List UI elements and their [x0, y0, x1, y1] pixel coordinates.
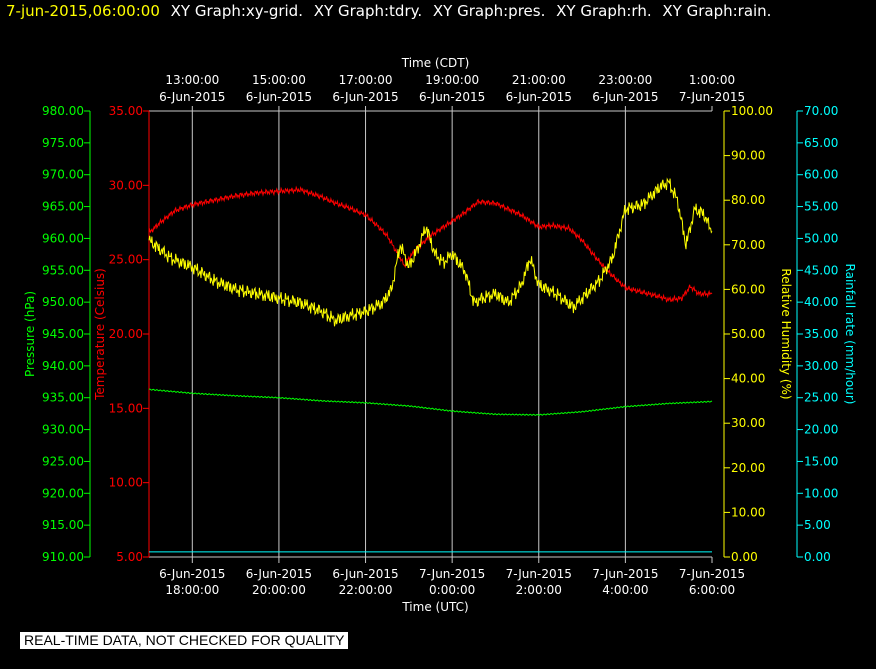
x-tick-utc-date-6: 7-Jun-2015: [679, 567, 745, 581]
pressure-tick-label-7: 945.00: [42, 327, 84, 341]
temperature-tick-label-5: 30.00: [109, 178, 143, 192]
humidity-tick-label-10: 100.00: [731, 104, 773, 118]
graph-label-rh: XY Graph:rh.: [556, 2, 652, 20]
pressure-tick-label-3: 925.00: [42, 454, 84, 468]
x-tick-utc-time-5: 4:00:00: [602, 583, 648, 597]
humidity-tick-label-6: 60.00: [731, 282, 765, 296]
rain-tick-label-0: 0.00: [804, 550, 831, 564]
humidity-tick-label-5: 50.00: [731, 327, 765, 341]
x-tick-cdt-time-3: 19:00:00: [425, 73, 479, 87]
x-tick-utc-date-5: 7-Jun-2015: [592, 567, 658, 581]
graph-label-rain: XY Graph:rain.: [662, 2, 772, 20]
x-tick-utc-time-4: 2:00:00: [516, 583, 562, 597]
pressure-tick-label-10: 960.00: [42, 231, 84, 245]
humidity-tick-label-8: 80.00: [731, 193, 765, 207]
rain-tick-label-9: 45.00: [804, 263, 838, 277]
x-tick-utc-time-2: 22:00:00: [339, 583, 393, 597]
pressure-tick-label-9: 955.00: [42, 263, 84, 277]
x-tick-utc-time-0: 18:00:00: [165, 583, 219, 597]
pressure-tick-label-0: 910.00: [42, 550, 84, 564]
pressure-tick-label-14: 980.00: [42, 104, 84, 118]
graph-label-tdry: XY Graph:tdry.: [313, 2, 423, 20]
x-tick-utc-date-0: 6-Jun-2015: [159, 567, 225, 581]
temperature-tick-label-4: 25.00: [109, 253, 143, 267]
temperature-tick-label-6: 35.00: [109, 104, 143, 118]
graph-label-pres: XY Graph:pres.: [432, 2, 546, 20]
series-line-pressure: [148, 388, 713, 416]
rain-axis-title: Rainfall rate (mm/hour): [843, 264, 857, 405]
x-axis-title-cdt: Time (CDT): [401, 56, 470, 70]
x-tick-cdt-date-3: 6-Jun-2015: [419, 90, 485, 104]
humidity-tick-label-1: 10.00: [731, 505, 765, 519]
pressure-tick-label-11: 965.00: [42, 200, 84, 214]
pressure-tick-label-12: 970.00: [42, 168, 84, 182]
graph-label-xy-grid: XY Graph:xy-grid.: [170, 2, 303, 20]
rain-tick-label-6: 30.00: [804, 359, 838, 373]
x-tick-cdt-time-5: 23:00:00: [598, 73, 652, 87]
pressure-axis-title: Pressure (hPa): [23, 291, 37, 377]
graph-header: 7-jun-2015,06:00:00 XY Graph:xy-grid. XY…: [6, 2, 771, 20]
pressure-tick-label-5: 935.00: [42, 391, 84, 405]
pressure-tick-label-4: 930.00: [42, 423, 84, 437]
x-tick-cdt-date-1: 6-Jun-2015: [246, 90, 312, 104]
humidity-tick-label-3: 30.00: [731, 416, 765, 430]
x-tick-cdt-date-5: 6-Jun-2015: [592, 90, 658, 104]
x-tick-utc-date-3: 7-Jun-2015: [419, 567, 485, 581]
rain-tick-label-14: 70.00: [804, 104, 838, 118]
x-tick-utc-time-6: 6:00:00: [689, 583, 735, 597]
pressure-tick-label-8: 950.00: [42, 295, 84, 309]
humidity-axis-title: Relative Humidity (%): [779, 268, 793, 399]
temperature-axis-title: Temperature (Celsius): [93, 268, 107, 401]
x-tick-utc-date-2: 6-Jun-2015: [332, 567, 398, 581]
x-tick-cdt-date-4: 6-Jun-2015: [506, 90, 572, 104]
rain-tick-label-4: 20.00: [804, 423, 838, 437]
humidity-tick-label-7: 70.00: [731, 238, 765, 252]
x-tick-cdt-date-6: 7-Jun-2015: [679, 90, 745, 104]
x-tick-cdt-time-0: 13:00:00: [165, 73, 219, 87]
pressure-tick-label-1: 915.00: [42, 518, 84, 532]
rain-tick-label-8: 40.00: [804, 295, 838, 309]
x-tick-cdt-time-2: 17:00:00: [339, 73, 393, 87]
humidity-tick-label-0: 0.00: [731, 550, 758, 564]
humidity-tick-label-4: 40.00: [731, 372, 765, 386]
humidity-tick-label-2: 20.00: [731, 461, 765, 475]
series-line-humidity: [148, 177, 713, 327]
x-tick-cdt-time-1: 15:00:00: [252, 73, 306, 87]
rain-tick-label-13: 65.00: [804, 136, 838, 150]
timestamp: 7-jun-2015,06:00:00: [6, 2, 160, 20]
x-tick-cdt-time-6: 1:00:00: [689, 73, 735, 87]
pressure-tick-label-2: 920.00: [42, 486, 84, 500]
pressure-tick-label-6: 940.00: [42, 359, 84, 373]
rain-tick-label-12: 60.00: [804, 168, 838, 182]
series-line-temperature: [148, 185, 713, 303]
x-tick-cdt-date-2: 6-Jun-2015: [332, 90, 398, 104]
x-axis-title-utc: Time (UTC): [401, 600, 468, 614]
disclaimer-banner: REAL-TIME DATA, NOT CHECKED FOR QUALITY: [20, 632, 349, 649]
x-tick-utc-time-3: 0:00:00: [429, 583, 475, 597]
rain-tick-label-2: 10.00: [804, 486, 838, 500]
x-tick-cdt-date-0: 6-Jun-2015: [159, 90, 225, 104]
x-tick-utc-time-1: 20:00:00: [252, 583, 306, 597]
rain-tick-label-1: 5.00: [804, 518, 831, 532]
temperature-tick-label-1: 10.00: [109, 476, 143, 490]
rain-tick-label-3: 15.00: [804, 454, 838, 468]
temperature-tick-label-0: 5.00: [116, 550, 143, 564]
x-tick-utc-date-4: 7-Jun-2015: [506, 567, 572, 581]
temperature-tick-label-3: 20.00: [109, 327, 143, 341]
x-tick-utc-date-1: 6-Jun-2015: [246, 567, 312, 581]
x-tick-cdt-time-4: 21:00:00: [512, 73, 566, 87]
rain-tick-label-5: 25.00: [804, 391, 838, 405]
humidity-tick-label-9: 90.00: [731, 149, 765, 163]
rain-tick-label-7: 35.00: [804, 327, 838, 341]
rain-tick-label-11: 55.00: [804, 200, 838, 214]
pressure-tick-label-13: 975.00: [42, 136, 84, 150]
temperature-tick-label-2: 15.00: [109, 401, 143, 415]
rain-tick-label-10: 50.00: [804, 231, 838, 245]
